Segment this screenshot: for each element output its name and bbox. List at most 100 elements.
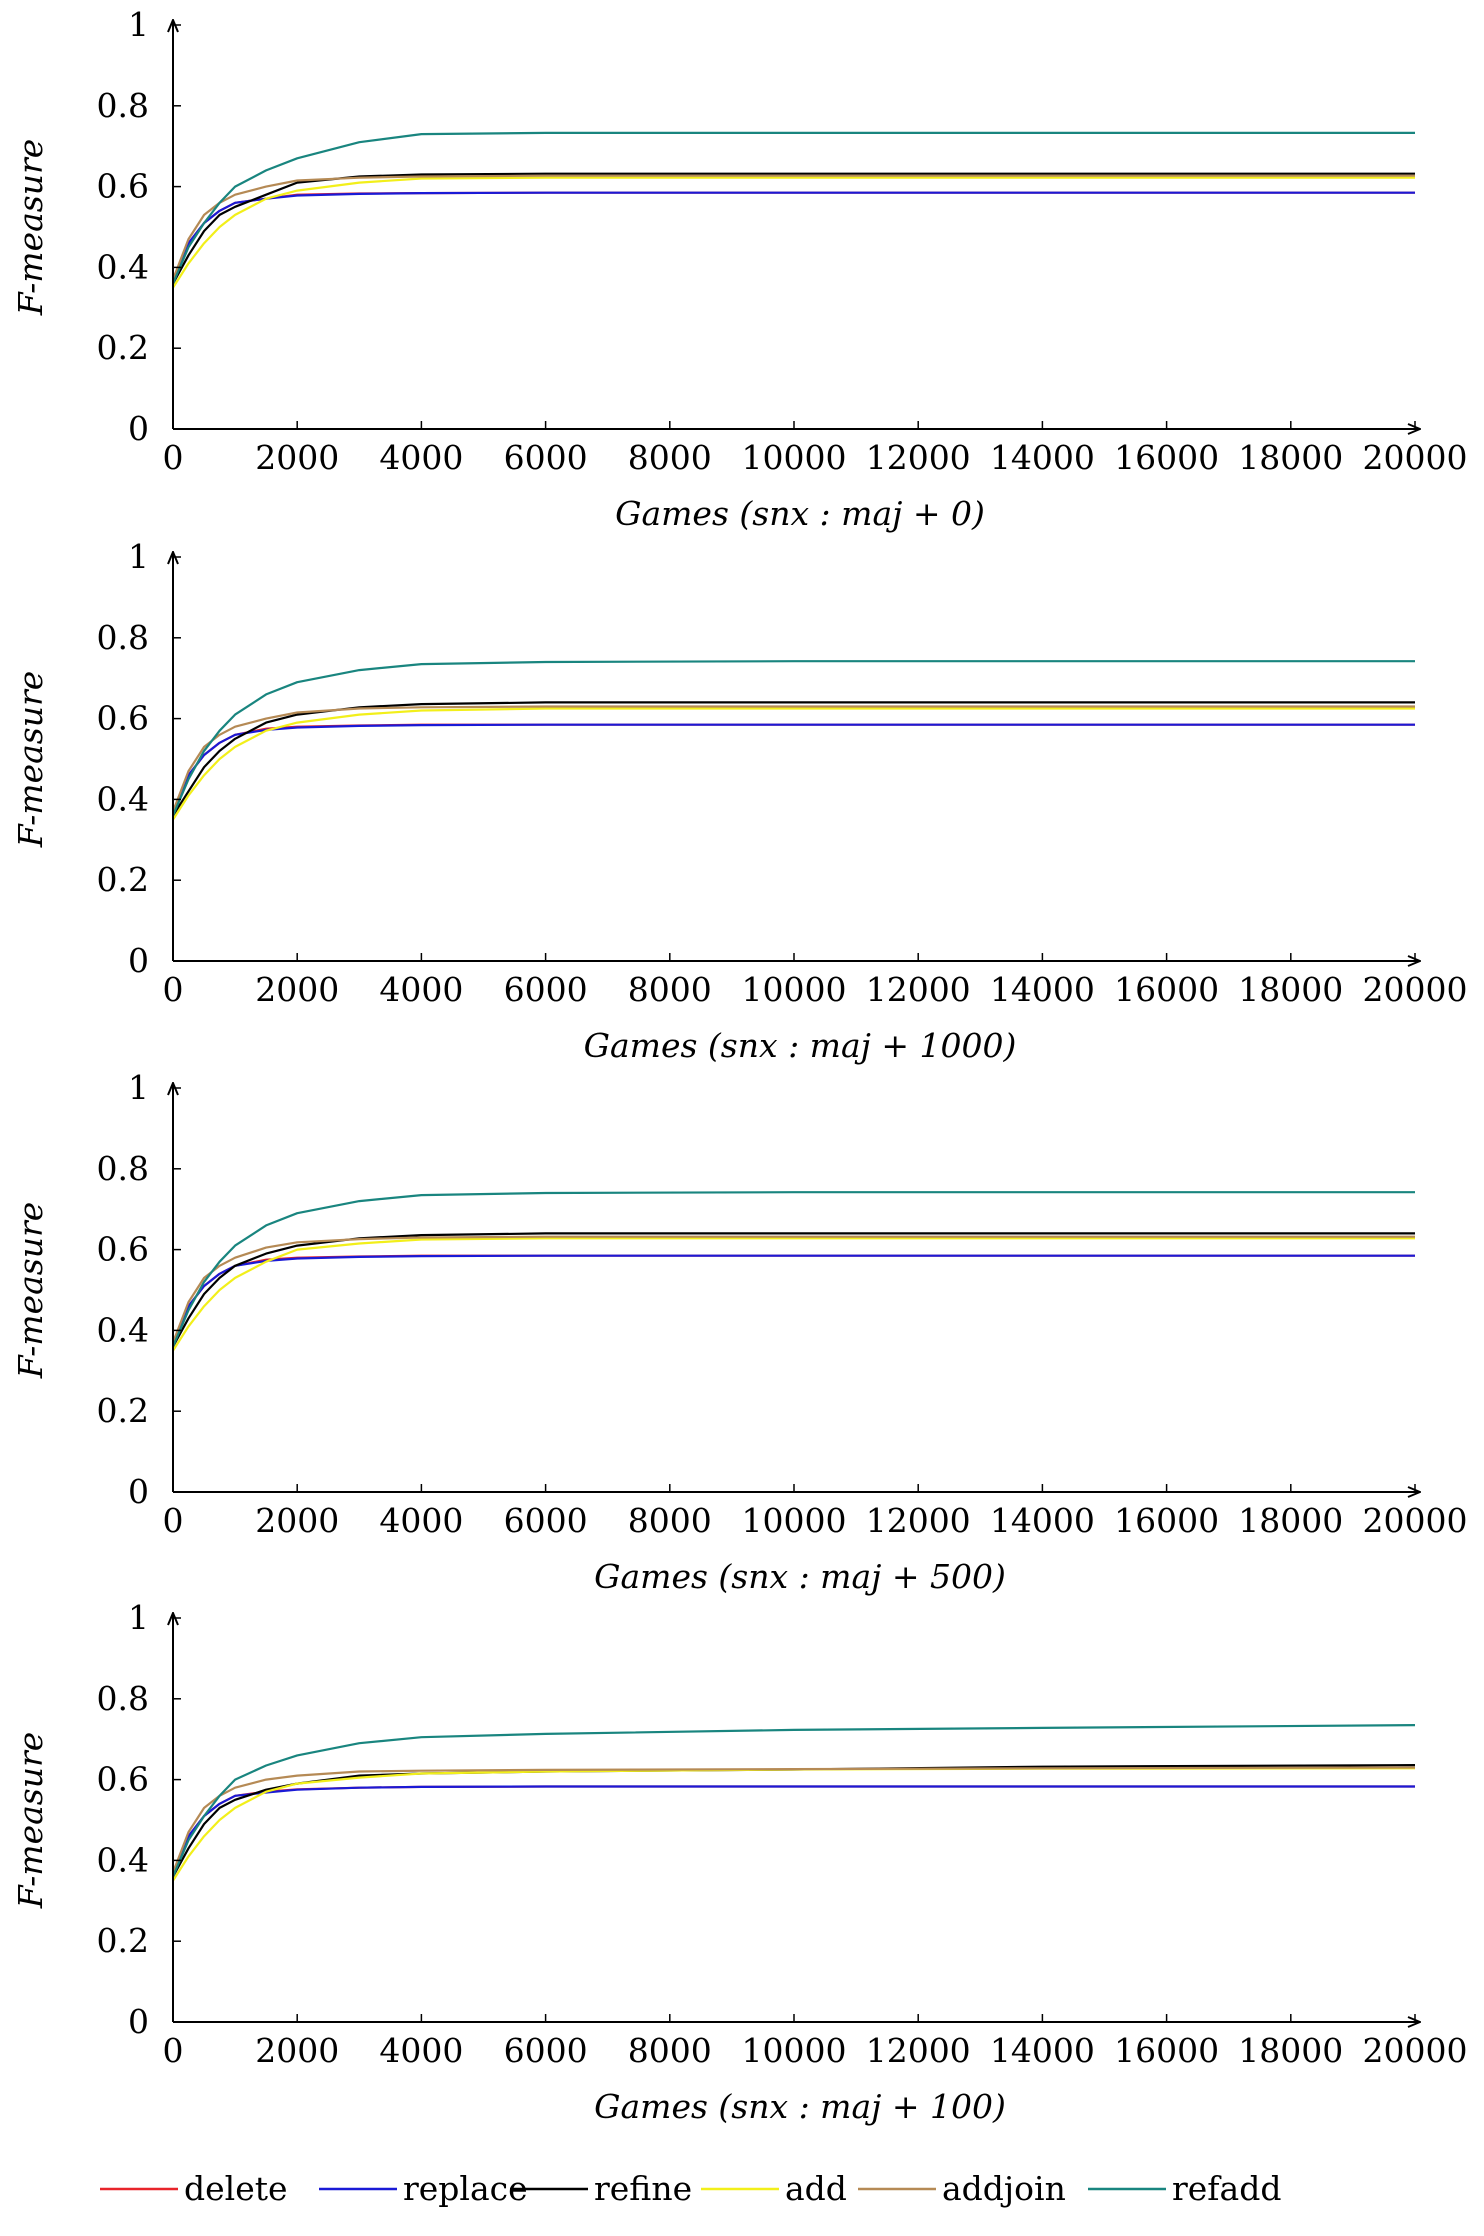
legend-item-addjoin: addjoin [858, 2169, 1066, 2208]
y-tick-label: 0.6 [97, 699, 149, 738]
series-line-add [172, 1237, 1415, 1352]
series-line-addjoin [171, 705, 1415, 812]
x-tick-label: 20000 [1363, 1501, 1468, 1540]
x-axis-label: Games (snx : maj + 100) [594, 2087, 1006, 2126]
series-line-add [172, 707, 1415, 821]
y-axis-label: F-measure [11, 671, 50, 849]
y-tick-label: 0.2 [97, 860, 149, 899]
y-tick-label: 1 [128, 1068, 149, 1107]
x-axis-label: Games (snx : maj + 0) [615, 494, 985, 533]
y-tick-label: 0.8 [97, 1679, 149, 1718]
x-tick-label: 6000 [504, 2031, 588, 2070]
x-tick-label: 10000 [742, 1501, 847, 1540]
x-tick-label: 20000 [1363, 970, 1468, 1009]
x-tick-label: 14000 [990, 2031, 1095, 2070]
x-tick-label: 12000 [866, 438, 971, 477]
x-tick-label: 8000 [628, 970, 712, 1009]
x-tick-label: 12000 [866, 970, 971, 1009]
x-tick-label: 4000 [379, 1501, 463, 1540]
x-tick-label: 18000 [1238, 970, 1343, 1009]
x-tick-label: 2000 [255, 438, 339, 477]
chart-panel-3: 0 2000 4000 6000 8000 10000 12000 14000 16000 180… [11, 1068, 1467, 1596]
x-tick-label: 16000 [1114, 2031, 1219, 2070]
series-line-refine [172, 1232, 1415, 1348]
x-tick-label: 0 [163, 970, 184, 1009]
x-tick-label: 10000 [742, 970, 847, 1009]
chart-panel-2: 0 2000 4000 6000 8000 10000 12000 14000 16000 180… [11, 537, 1467, 1065]
chart-panel-1: 0 2000 4000 6000 8000 10000 12000 14000 16000 180… [11, 5, 1467, 533]
series-line-delete [171, 1254, 1415, 1343]
series-line-delete [171, 1785, 1415, 1873]
y-axis-label: F-measure [11, 139, 50, 317]
series-line-addjoin [171, 1766, 1416, 1873]
x-tick-label: 8000 [628, 438, 712, 477]
y-tick-label: 0.2 [97, 328, 149, 367]
legend-item-refadd: refadd [1088, 2169, 1281, 2208]
series-line-delete [171, 723, 1415, 812]
legend-item-delete: delete [100, 2169, 288, 2208]
legend-label: add [785, 2169, 847, 2208]
legend-item-refine: refine [510, 2169, 692, 2208]
chart-panels: 0 2000 4000 6000 8000 10000 12000 14000 16000 180… [11, 5, 1467, 2126]
x-tick-label: 4000 [379, 2031, 463, 2070]
x-tick-label: 6000 [504, 1501, 588, 1540]
series-line-delete [171, 191, 1415, 280]
x-tick-label: 4000 [379, 970, 463, 1009]
x-tick-label: 2000 [255, 970, 339, 1009]
y-tick-label: 0.4 [97, 247, 149, 286]
x-tick-label: 0 [163, 2031, 184, 2070]
x-axis-label: Games (snx : maj + 500) [594, 1557, 1006, 1596]
legend-label: delete [184, 2169, 288, 2208]
legend-label: replace [403, 2169, 528, 2208]
y-axis-label: F-measure [11, 1202, 50, 1380]
x-tick-label: 0 [163, 438, 184, 477]
x-tick-label: 0 [163, 1501, 184, 1540]
y-tick-label: 1 [128, 1598, 149, 1637]
x-tick-label: 10000 [742, 438, 847, 477]
x-tick-label: 2000 [255, 1501, 339, 1540]
series-line-refine [172, 172, 1415, 285]
y-tick-label: 0.6 [97, 167, 149, 206]
x-tick-label: 6000 [504, 970, 588, 1009]
x-tick-label: 6000 [504, 438, 588, 477]
legend: delete replace refine add addjoin refadd [100, 2169, 1281, 2208]
y-axis-label: F-measure [11, 1732, 50, 1910]
x-tick-label: 16000 [1114, 970, 1219, 1009]
x-axis-label: Games (snx : maj + 1000) [584, 1026, 1017, 1065]
x-tick-label: 2000 [255, 2031, 339, 2070]
y-tick-label: 0 [128, 2002, 149, 2041]
y-tick-label: 0.8 [97, 618, 149, 657]
y-tick-label: 0.2 [97, 1391, 149, 1430]
y-tick-label: 0.4 [97, 779, 149, 818]
x-tick-label: 8000 [628, 1501, 712, 1540]
x-tick-label: 20000 [1363, 2031, 1468, 2070]
y-tick-label: 0 [128, 409, 149, 448]
x-tick-label: 16000 [1114, 1501, 1219, 1540]
x-tick-label: 12000 [866, 1501, 971, 1540]
y-tick-label: 1 [128, 537, 149, 576]
series-line-replace [171, 191, 1415, 280]
series-line-replace [171, 1785, 1415, 1873]
x-tick-label: 18000 [1238, 1501, 1343, 1540]
series-line-add [172, 176, 1415, 289]
series-line-replace [171, 723, 1415, 812]
x-tick-label: 18000 [1238, 2031, 1343, 2070]
series-line-addjoin [171, 174, 1415, 280]
legend-label: refine [594, 2169, 692, 2208]
y-tick-label: 0.6 [97, 1760, 149, 1799]
x-tick-label: 14000 [990, 970, 1095, 1009]
series-line-replace [171, 1254, 1415, 1343]
chart-panel-4: 0 2000 4000 6000 8000 10000 12000 14000 16000 180… [11, 1598, 1467, 2126]
y-tick-label: 0.2 [97, 1921, 149, 1960]
series-line-addjoin [171, 1235, 1415, 1343]
legend-label: refadd [1172, 2169, 1281, 2208]
y-tick-label: 0.4 [97, 1840, 149, 1879]
series-line-refadd [171, 1724, 1416, 1878]
legend-label: addjoin [942, 2169, 1066, 2208]
x-tick-label: 14000 [990, 438, 1095, 477]
series-line-refine [172, 701, 1415, 817]
series-line-refine [172, 1763, 1416, 1878]
y-tick-label: 0.8 [97, 86, 149, 125]
series-line-refadd [171, 1191, 1415, 1348]
series-line-refadd [171, 660, 1415, 817]
